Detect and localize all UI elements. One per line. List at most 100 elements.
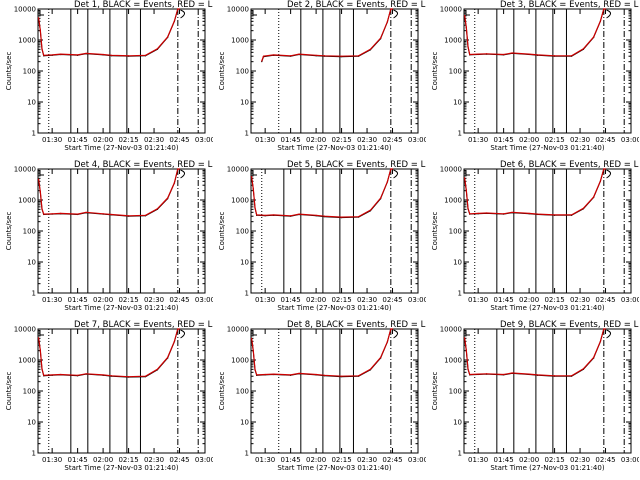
- data-point: [323, 55, 326, 57]
- y-tick-label: 10000: [14, 166, 36, 174]
- data-point: [570, 375, 573, 377]
- data-point: [604, 8, 607, 10]
- data-point: [465, 349, 467, 351]
- data-point: [603, 8, 605, 10]
- data-point: [465, 189, 467, 191]
- x-tick-label: 03:00: [408, 456, 426, 464]
- data-point: [110, 54, 113, 56]
- data-point: [110, 213, 113, 216]
- x-tick-label: 02:30: [570, 456, 590, 464]
- chart-svg: Det 8, BLACK = Events, RED = LLD 1 10 100 10…: [218, 320, 426, 472]
- data-point: [465, 26, 467, 28]
- chart-svg: Det 4, BLACK = Events, RED = LLD 1 10 100 10…: [5, 160, 213, 312]
- x-tick-label: 03:00: [621, 136, 639, 144]
- data-point: [167, 356, 169, 359]
- x-tick-label: 02:00: [519, 136, 539, 144]
- data-point: [41, 208, 43, 210]
- x-tick-label: 02:45: [595, 296, 615, 304]
- chart-svg: Det 1, BLACK = Events, RED = LLD 1 10 100 10…: [5, 0, 213, 152]
- series-line-events: [38, 8, 180, 57]
- data-point: [599, 180, 602, 182]
- y-tick-label: 1000: [231, 197, 249, 205]
- x-axis-label: Start Time (27-Nov-03 01:21:40): [490, 144, 604, 152]
- data-point: [386, 181, 389, 183]
- data-point: [511, 372, 513, 374]
- series-line-lld: [464, 168, 606, 216]
- data-point: [570, 55, 573, 57]
- y-axis-label: Counts/sec: [218, 212, 226, 251]
- data-point: [144, 375, 147, 377]
- end-marker: [393, 169, 399, 179]
- start-marker: [465, 170, 470, 176]
- y-tick-label: 1: [32, 450, 36, 458]
- x-tick-label: 02:30: [357, 296, 377, 304]
- data-point: [380, 37, 382, 39]
- data-point: [51, 213, 53, 215]
- y-tick-label: 100: [23, 388, 36, 396]
- y-tick-label: 1000: [18, 37, 36, 45]
- plot-frame: [37, 168, 206, 294]
- chart-svg: Det 7, BLACK = Events, RED = LLD 1 10 100 10…: [5, 320, 213, 472]
- data-point: [250, 175, 253, 178]
- data-point: [60, 212, 62, 214]
- x-tick-label: 01:45: [281, 456, 301, 464]
- x-tick-label: 02:15: [118, 136, 138, 144]
- data-point: [599, 20, 602, 22]
- data-point: [369, 48, 372, 50]
- data-point: [273, 54, 275, 56]
- y-tick-label: 1000: [231, 357, 249, 365]
- y-tick-label: 10000: [227, 166, 249, 174]
- data-point: [178, 328, 181, 330]
- y-tick-label: 10: [240, 259, 249, 267]
- x-tick-label: 03:00: [195, 296, 213, 304]
- plot-frame: [37, 328, 206, 454]
- data-point: [357, 216, 360, 218]
- data-point: [391, 168, 394, 170]
- y-tick-label: 1000: [18, 357, 36, 365]
- y-axis-label: Counts/sec: [218, 372, 226, 411]
- data-point: [51, 54, 53, 56]
- data-point: [503, 213, 505, 215]
- data-point: [477, 53, 479, 55]
- data-point: [528, 212, 530, 214]
- x-tick-label: 02:00: [306, 136, 326, 144]
- data-point: [262, 55, 265, 57]
- chart-svg: Det 2, BLACK = Events, RED = LLD 1 10 100 10…: [218, 0, 426, 152]
- plot-frame: [250, 8, 419, 134]
- data-point: [380, 356, 382, 359]
- plot-frame: [463, 328, 632, 454]
- x-axis-label: Start Time (27-Nov-03 01:21:40): [64, 304, 178, 312]
- chart-panel-det-9: Det 9, BLACK = Events, RED = LLD 1 10 100 10…: [426, 320, 639, 480]
- y-tick-label: 1000: [231, 37, 249, 45]
- data-point: [43, 54, 45, 56]
- x-tick-label: 02:15: [331, 456, 351, 464]
- chart-title: Det 6, BLACK = Events, RED = LLD: [500, 160, 639, 170]
- y-axis-label: Counts/sec: [431, 52, 439, 91]
- data-point: [391, 328, 394, 330]
- series-line-events: [464, 8, 606, 57]
- data-point: [177, 168, 179, 170]
- end-marker: [180, 169, 186, 179]
- chart-title: Det 1, BLACK = Events, RED = LLD: [74, 0, 213, 10]
- x-axis-label: Start Time (27-Nov-03 01:21:40): [277, 144, 391, 152]
- y-tick-label: 10000: [14, 6, 36, 14]
- data-point: [298, 53, 300, 55]
- y-tick-label: 100: [449, 388, 462, 396]
- plot-frame: [250, 168, 419, 294]
- data-point: [85, 52, 87, 54]
- data-point: [528, 373, 530, 375]
- y-tick-label: 100: [236, 388, 249, 396]
- x-tick-label: 02:45: [595, 136, 615, 144]
- x-tick-label: 02:45: [169, 136, 189, 144]
- x-tick-label: 01:30: [42, 136, 62, 144]
- data-point: [511, 211, 513, 213]
- x-tick-label: 02:45: [595, 456, 615, 464]
- end-marker: [180, 9, 186, 19]
- data-point: [386, 341, 389, 343]
- data-point: [127, 215, 130, 217]
- y-axis-label: Counts/sec: [5, 212, 13, 251]
- x-tick-label: 02:30: [357, 136, 377, 144]
- data-point: [178, 168, 181, 170]
- x-tick-label: 02:45: [169, 296, 189, 304]
- x-axis-label: Start Time (27-Nov-03 01:21:40): [277, 304, 391, 312]
